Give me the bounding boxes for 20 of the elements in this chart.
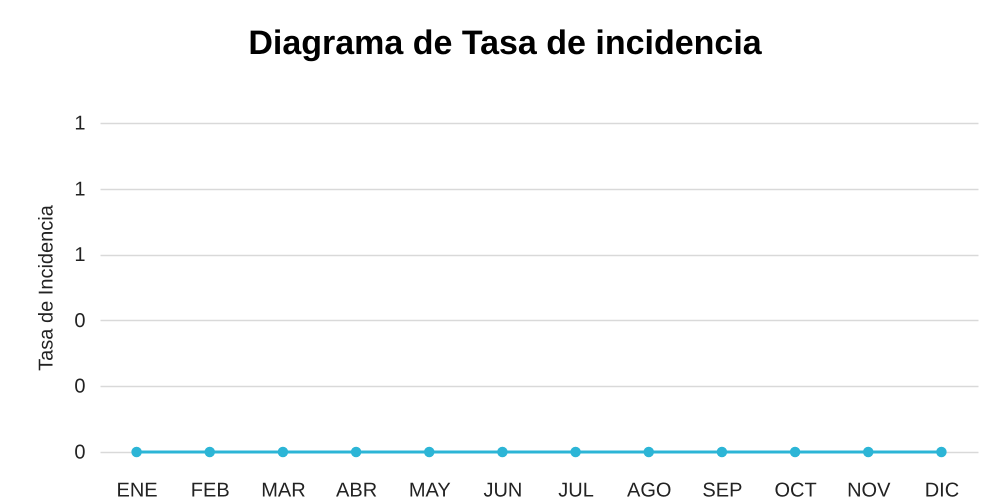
y-tick-label: 1 [74,244,86,266]
x-tick-label: SEP [702,480,742,502]
y-axis-title: Tasa de Incidencia [35,204,58,371]
x-tick-label: JUL [558,480,594,502]
y-tick-label: 0 [74,442,86,464]
chart-title: Diagrama de Tasa de incidencia [248,24,763,62]
x-tick-label: NOV [847,480,892,502]
x-tick-label: FEB [190,480,230,502]
y-tick-label: 1 [74,112,86,134]
x-tick-label: ENE [116,480,158,502]
y-tick-label: 1 [74,178,86,200]
x-tick-label: MAY [408,480,451,502]
x-tick-label: DIC [924,480,960,502]
x-tick-label: ABR [336,480,378,502]
y-tick-label: 0 [74,310,86,332]
x-tick-label: AGO [627,480,672,502]
x-tick-label: JUN [483,480,522,502]
x-tick-label: OCT [774,480,817,502]
y-tick-label: 0 [74,376,86,398]
x-tick-label: MAR [261,480,306,502]
